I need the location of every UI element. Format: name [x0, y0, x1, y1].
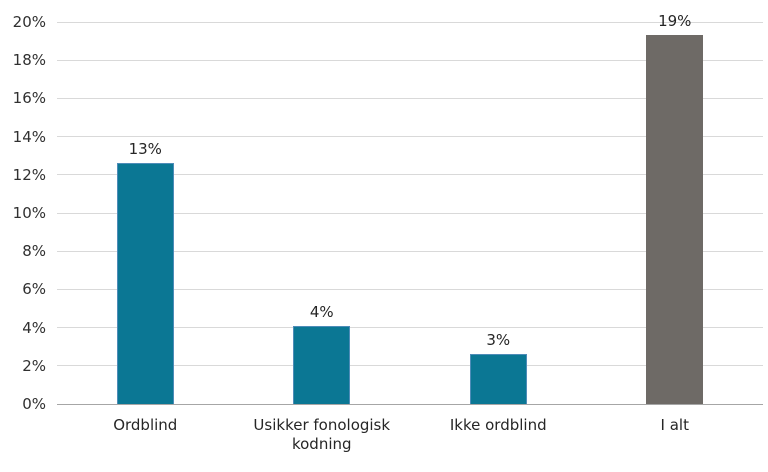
y-tick-label: 10%	[12, 204, 46, 222]
category-label: Usikker fonologisk kodning	[253, 416, 391, 453]
gridline	[57, 250, 763, 252]
y-tick-label: 0%	[22, 395, 46, 413]
bar	[646, 35, 704, 404]
y-tick-label: 20%	[12, 13, 46, 31]
bar-value-label: 4%	[309, 302, 334, 321]
gridline	[57, 21, 763, 23]
gridline	[57, 212, 763, 214]
gridline	[57, 365, 763, 367]
y-tick-label: 18%	[12, 51, 46, 70]
bar-value-label: 3%	[486, 331, 511, 350]
gridline	[57, 174, 763, 176]
y-tick-label: 4%	[22, 318, 46, 337]
y-tick-label: 12%	[12, 165, 46, 184]
gridline	[57, 97, 763, 99]
bar	[469, 354, 527, 404]
category-label: Ikke ordblind	[449, 416, 547, 434]
y-tick-label: 8%	[22, 242, 46, 261]
bar-value-label: 19%	[658, 12, 692, 31]
bar	[293, 325, 351, 404]
category-label: Ordblind	[113, 416, 178, 434]
gridline	[57, 288, 763, 290]
y-tick-label: 14%	[12, 127, 46, 146]
gridline	[57, 59, 763, 61]
x-axis-line	[57, 403, 763, 405]
plot-area	[57, 21, 763, 405]
y-tick-label: 2%	[22, 356, 46, 375]
bar-value-label: 13%	[128, 140, 162, 159]
gridline	[57, 327, 763, 329]
y-tick-label: 16%	[12, 89, 46, 108]
category-label: I alt	[660, 416, 689, 434]
bar	[116, 163, 174, 404]
gridline	[57, 136, 763, 138]
y-tick-label: 6%	[22, 280, 46, 299]
